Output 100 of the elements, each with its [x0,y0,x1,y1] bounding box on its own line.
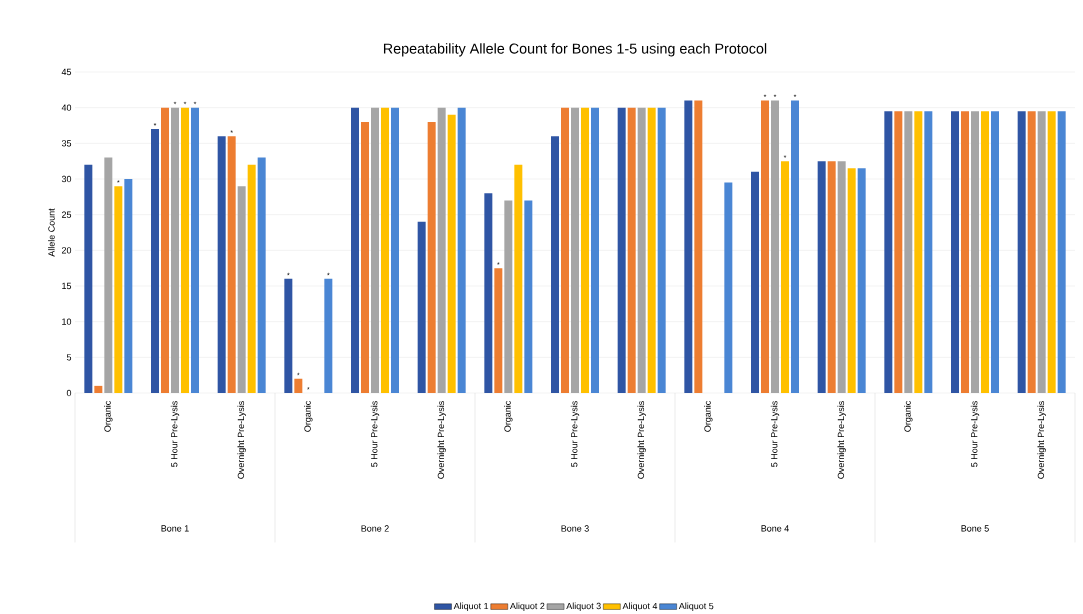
x-tick-label: 5 Hour Pre-Lysis [570,401,580,467]
bar [591,107,599,393]
x-tick-label: Overnight Pre-Lysis [437,401,446,479]
bar [217,136,226,393]
bar [961,111,969,393]
bar [427,121,436,393]
legend-label: Aliquot 5 [678,602,714,611]
bar [417,221,426,393]
bar [457,107,466,393]
bar [847,168,856,393]
bar [171,107,179,393]
bar [1027,111,1036,393]
bar [971,111,979,393]
bar [504,200,513,393]
bar [904,111,913,393]
x-tick-label: 5 Hour Pre-Lysis [170,401,180,467]
y-tick-label: 0 [66,389,72,397]
bar [724,182,733,393]
bar [857,168,866,393]
y-tick-label: 15 [62,282,72,290]
bar [571,107,579,393]
bar [494,268,503,393]
bar [437,107,446,393]
bar [617,107,626,393]
x-tick-label: Overnight Pre-Lysis [237,401,246,479]
bar [94,385,103,393]
bar [924,111,933,393]
bar [817,161,826,393]
bar [371,107,379,393]
text: Bone 5 [961,525,989,532]
bar [181,107,189,393]
bar [257,157,266,393]
text: Bone 2 [361,525,389,532]
bar [1057,111,1066,393]
legend-label: Aliquot 3 [566,602,601,611]
bar [991,111,999,393]
x-tick-label: Overnight Pre-Lysis [837,401,846,479]
bar [627,107,636,393]
text: Bone 3 [561,525,589,532]
bar [637,107,646,393]
bar [884,111,893,393]
x-tick-label: 5 Hour Pre-Lysis [370,401,380,467]
bar [124,179,133,393]
bar [1017,111,1026,393]
x-tick-label: Overnight Pre-Lysis [1037,401,1046,479]
bar [294,378,303,393]
x-tick-label: Organic [304,401,313,432]
bar [761,100,769,393]
x-tick-label: Organic [904,401,913,432]
y-tick-label: 20 [61,247,72,254]
x-tick-label: Overnight Pre-Lysis [637,401,646,479]
legend-label: Aliquot 1 [453,602,489,611]
bar [981,111,989,393]
bar [791,100,799,393]
bar [771,100,779,393]
bar [561,107,569,393]
bar [247,164,256,393]
bar [894,111,903,393]
chart-title: Repeatability Allele Count for Bones 1-5 using each Protocol [383,43,767,57]
bar [837,161,846,393]
x-tick-label: Organic [104,401,113,432]
bar [647,107,656,393]
y-tick-label: 40 [61,104,72,111]
x-tick-label: Organic [704,401,713,432]
bar [951,111,959,393]
bar [191,107,199,393]
x-tick-label: Organic [504,401,513,432]
bar [161,107,169,393]
y-tick-label: 35 [61,140,72,147]
bar [524,200,533,393]
x-tick-label: 5 Hour Pre-Lysis [970,401,980,467]
bar [151,129,159,393]
bar [391,107,399,393]
y-tick-label: 10 [62,318,72,325]
legend-label: Aliquot 2 [509,602,545,611]
text: Bone 4 [761,525,789,532]
bar [694,100,703,393]
text: Bone 1 [161,525,189,532]
bar [484,193,493,393]
bar [751,171,759,393]
y-tick-label: 45 [61,68,72,76]
bar [284,278,293,393]
bar [1047,111,1056,393]
bar [657,107,666,393]
x-tick-label: 5 Hour Pre-Lysis [770,401,780,467]
bar [84,164,93,393]
bar [447,114,456,393]
bar [581,107,589,393]
bar [351,107,359,393]
bar [324,278,333,393]
bar [381,107,389,393]
y-tick-label: 25 [61,211,72,218]
bar [227,136,236,393]
y-axis-title: Allele Count [48,208,55,257]
bar [827,161,836,393]
y-tick-label: 5 [66,354,72,361]
y-tick-label: 30 [61,175,72,183]
bar [914,111,923,393]
bar [781,161,789,393]
legend-label: Aliquot 4 [622,602,658,611]
